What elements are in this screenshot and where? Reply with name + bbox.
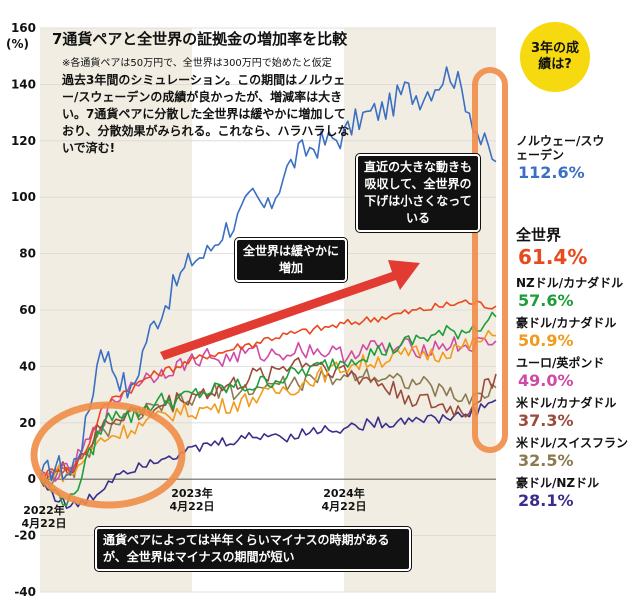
legend-name-eur_gbp: ユーロ/英ポンド [516,356,605,370]
legend-value-usd_cad: 37.3% [518,411,574,430]
legend-value-nzd_cad: 57.6% [518,291,574,310]
legend-value-aud_cad: 50.9% [518,331,574,350]
y-tick-label: 120 [11,134,36,148]
y-tick-label: 80 [19,247,36,261]
series-line-norway [39,66,497,482]
legend-name-usd_chf: 米ドル/スイスフラン [516,436,629,450]
y-tick-label: 140 [11,77,36,91]
trend-arrow [160,260,420,360]
series-line-usd_chf [39,368,497,486]
legend-name-usd_cad: 米ドル/カナダドル [516,396,617,410]
series-line-world [39,299,497,481]
highlight-recent [472,67,508,453]
x-tick-label: 2024年 4月22日 [322,486,367,513]
series-line-aud_cad [39,329,497,483]
callout-recent: 直近の大きな動きも吸収して、全世界の下げは小さくなっている [356,154,480,232]
y-axis-unit: (%) [6,37,29,51]
legend-name-world: 全世界 [516,226,562,244]
highlight-ellipse [30,401,186,509]
x-tick-label: 2023年 4月22日 [170,486,215,513]
legend-value-world: 61.4% [518,245,588,269]
series-line-aud_nzd [39,399,497,509]
legend-value-norway: 112.6% [518,163,585,182]
y-tick-label: -40 [14,585,36,599]
legend-value-usd_chf: 32.5% [518,451,574,470]
series-line-usd_cad [39,357,497,488]
y-tick-label: 100 [11,190,36,204]
y-tick-label: 0 [28,472,36,486]
series-line-nzd_cad [39,311,497,506]
callout-gradual: 全世界は緩やかに増加 [235,238,347,282]
y-tick-label: 60 [19,303,36,317]
summary-badge: 3年の成績は? [520,22,590,92]
callout-negative: 通貨ペアによっては半年くらいマイナスの時期があるが、全世界はマイナスの期間が短い [95,527,411,571]
x-tick-label: 2022年 4月22日 [22,503,67,530]
legend-value-eur_gbp: 49.0% [518,371,574,390]
y-tick-label: 20 [19,416,36,430]
y-tick-label: 160 [11,21,36,35]
legend-name-nzd_cad: NZドル/カナダドル [516,276,624,290]
chart-subnote: ※各通貨ペアは50万円で、全世界は300万円で始めたと仮定 [62,58,332,69]
y-tick-label: -20 [14,529,36,543]
legend-value-aud_nzd: 28.1% [518,491,574,510]
legend-name-aud_nzd: 豪ドル/NZドル [516,476,600,490]
chart-title: 7通貨ペアと全世界の証拠金の増加率を比較 [52,30,348,48]
legend-name-aud_cad: 豪ドル/カナダドル [516,316,617,330]
description-text: 過去3年間のシミュレーション。この期間はノルウェー/スウェーデンの成績が良かった… [62,73,350,155]
summary-badge-label: 3年の成績は? [530,41,580,72]
legend-name-norway: ノルウェー/スウェーデン [516,134,605,162]
y-tick-label: 40 [19,359,36,373]
